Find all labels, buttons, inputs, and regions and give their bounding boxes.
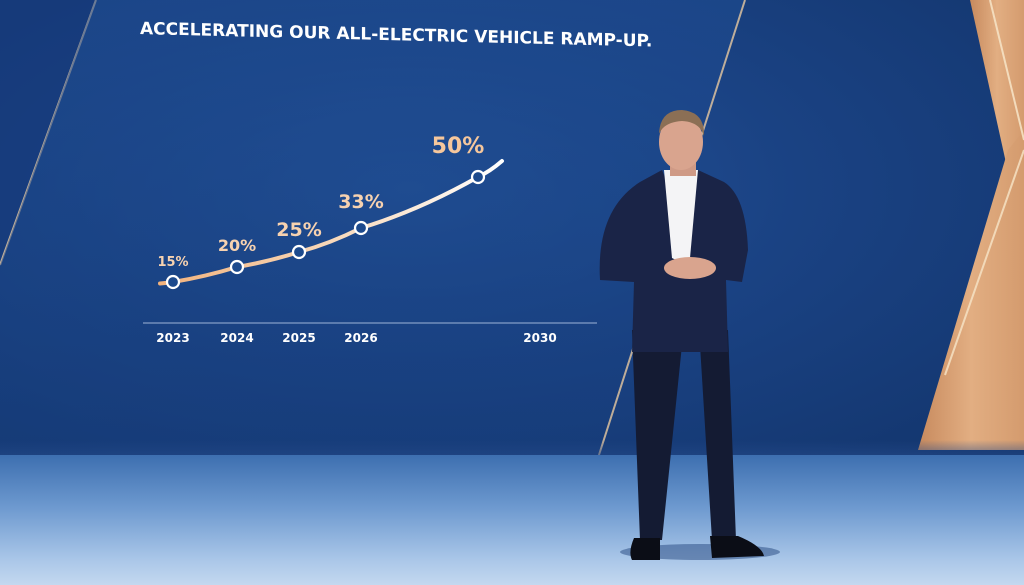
x-tick-2023: 2023: [156, 331, 189, 345]
data-point-2026: [353, 220, 369, 236]
presenter-trousers: [632, 330, 736, 540]
data-point-2023: [165, 274, 181, 290]
presenter-head: [659, 114, 703, 170]
x-tick-2030: 2030: [523, 331, 556, 345]
data-point-2025: [291, 244, 307, 260]
data-label-2023: 15%: [157, 255, 188, 270]
presenter-hands: [664, 257, 716, 279]
presenter-hair: [659, 110, 705, 136]
main-screen-panel: [0, 0, 745, 455]
right-light-strip-lower: [944, 149, 1024, 376]
x-tick-2026: 2026: [344, 331, 377, 345]
presenter-shoe-left: [630, 538, 660, 560]
right-light-strip: [989, 0, 1024, 141]
presenter-shoe-right: [710, 536, 764, 558]
left-screen-panel: [0, 0, 95, 260]
wood-panel-lower: [918, 130, 1024, 450]
wood-panel-upper: [970, 0, 1024, 190]
data-point-2024: [229, 259, 245, 275]
data-label-2030: 50%: [432, 134, 485, 159]
stage-floor: [0, 455, 1024, 585]
presenter-shirt: [664, 170, 698, 262]
x-tick-2025: 2025: [282, 331, 315, 345]
x-tick-2024: 2024: [220, 331, 253, 345]
data-label-2024: 20%: [218, 236, 256, 255]
data-point-2030: [470, 169, 486, 185]
data-label-2026: 33%: [338, 191, 383, 213]
data-label-2025: 25%: [276, 219, 321, 241]
